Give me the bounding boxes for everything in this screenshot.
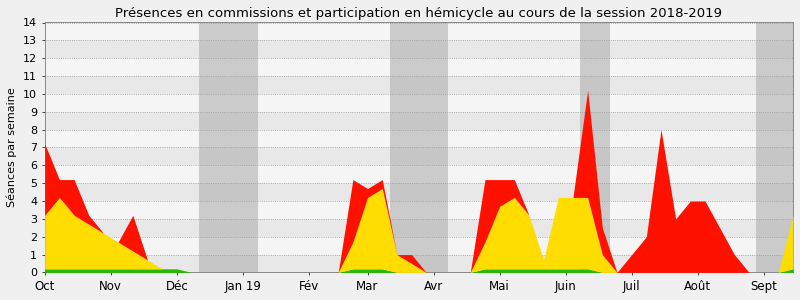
Bar [45, 58, 793, 76]
Bar [45, 112, 793, 130]
Y-axis label: Séances par semaine: Séances par semaine [7, 88, 18, 207]
Bar [199, 22, 258, 272]
Bar [45, 201, 793, 219]
Bar [45, 130, 793, 148]
Bar [45, 22, 793, 40]
Bar [45, 255, 793, 272]
Bar [45, 183, 793, 201]
Bar [756, 22, 800, 272]
Bar [45, 165, 793, 183]
Bar [390, 22, 448, 272]
Bar [45, 76, 793, 94]
Bar [580, 22, 610, 272]
Bar [45, 40, 793, 58]
Bar [45, 237, 793, 255]
Bar [45, 219, 793, 237]
Bar [45, 148, 793, 165]
Bar [45, 94, 793, 112]
Title: Présences en commissions et participation en hémicycle au cours de la session 20: Présences en commissions et participatio… [115, 7, 722, 20]
Bar [45, 4, 793, 22]
